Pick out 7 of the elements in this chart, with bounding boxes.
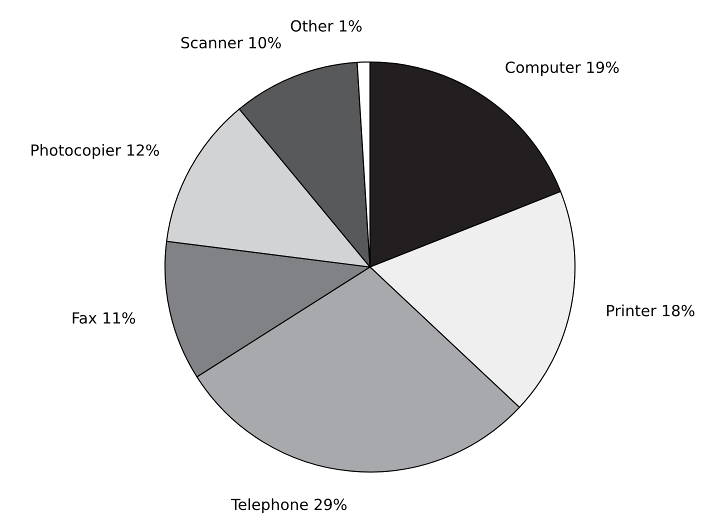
slice-label: Scanner 10% [181, 36, 281, 48]
slice-label: Photocopier 12% [32, 144, 159, 159]
slice-label: Fax 11% [72, 312, 136, 324]
slice-label: Other 1% [290, 20, 362, 32]
slice-label: Computer 19% [506, 62, 619, 76]
slice-label: Telephone 29% [230, 498, 347, 514]
slice-label: Printer 18% [607, 304, 694, 316]
